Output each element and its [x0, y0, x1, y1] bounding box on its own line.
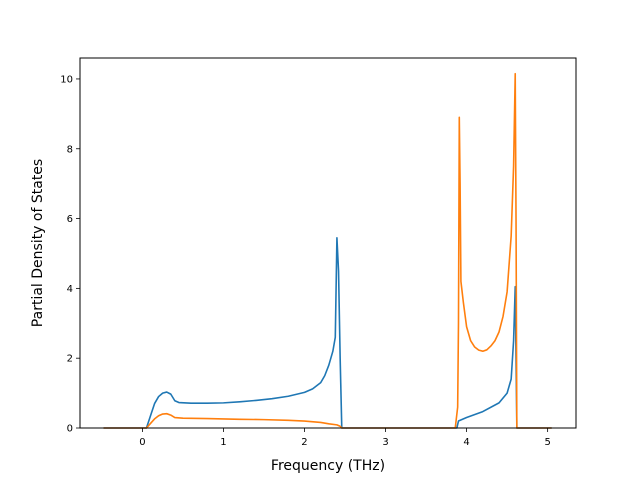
- y-axis-ticks: 0 2 4 6 8 10: [60, 74, 80, 435]
- y-tick-label: 0: [67, 424, 73, 435]
- y-tick-label: 10: [60, 74, 73, 85]
- y-tick-label: 8: [67, 144, 73, 155]
- x-tick-label: 3: [382, 437, 388, 448]
- y-tick-label: 2: [67, 354, 73, 365]
- plot-area: [103, 72, 552, 429]
- x-tick-label: 5: [544, 437, 550, 448]
- y-tick-label: 4: [67, 284, 73, 295]
- y-tick-label: 6: [67, 214, 73, 225]
- x-tick-label: 4: [463, 437, 469, 448]
- pdos-series-line-1: [103, 236, 552, 429]
- axes-frame: [79, 57, 577, 429]
- x-tick-label: 2: [301, 437, 307, 448]
- y-axis-title: Partial Density of States: [30, 159, 46, 327]
- x-tick-label: 0: [139, 437, 145, 448]
- x-tick-label: 1: [220, 437, 226, 448]
- x-axis-title: Frequency (THz): [271, 458, 385, 474]
- pdos-series-line-2: [103, 72, 552, 429]
- x-axis-ticks: 0 1 2 3 4 5: [139, 428, 551, 448]
